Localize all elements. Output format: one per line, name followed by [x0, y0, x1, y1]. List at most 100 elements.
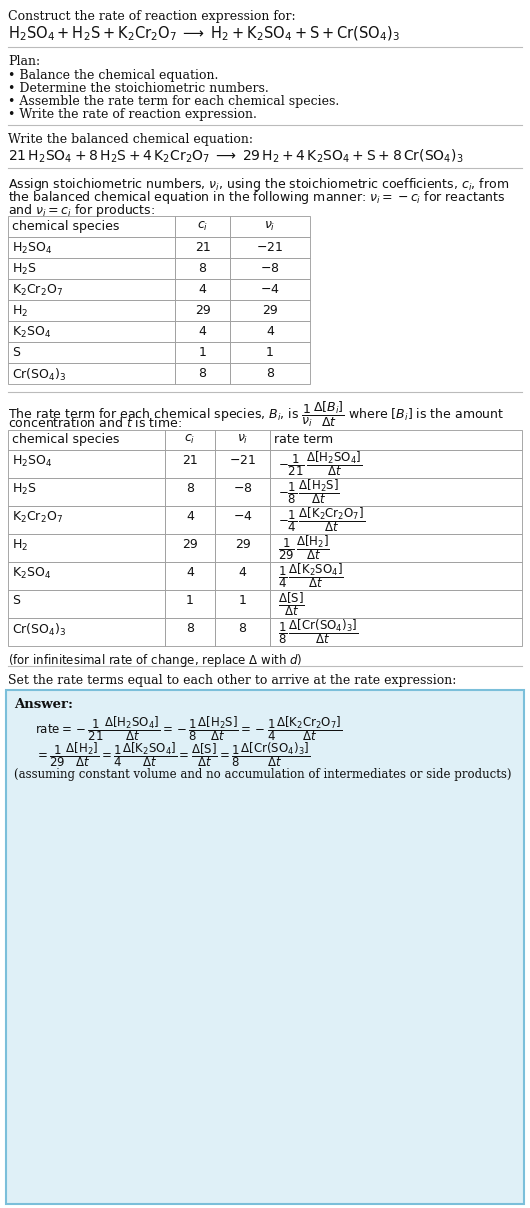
Bar	[215, 562, 270, 590]
Text: 8: 8	[186, 622, 194, 635]
Text: $\mathrm{21\,H_2SO_4 + 8\,H_2S + 4\,K_2Cr_2O_7 \;\longrightarrow\; 29\,H_2 + 4\,: $\mathrm{21\,H_2SO_4 + 8\,H_2S + 4\,K_2C…	[8, 149, 463, 165]
Text: $\mathrm{H_2S}$: $\mathrm{H_2S}$	[12, 262, 37, 277]
Bar	[8, 259, 175, 279]
Text: $\dfrac{1}{29}\,\dfrac{\Delta[\mathrm{H_2}]}{\Delta t}$: $\dfrac{1}{29}\,\dfrac{\Delta[\mathrm{H_…	[278, 534, 330, 563]
Text: $c_i$: $c_i$	[184, 432, 196, 446]
Bar	[165, 506, 215, 534]
Text: 1: 1	[266, 345, 274, 359]
Text: 4: 4	[238, 567, 246, 579]
Text: $\mathrm{H_2SO_4}$: $\mathrm{H_2SO_4}$	[12, 242, 52, 256]
FancyBboxPatch shape	[6, 690, 524, 1204]
Text: 21: 21	[182, 454, 198, 467]
Bar	[8, 590, 165, 618]
Bar	[270, 430, 522, 451]
Bar	[8, 534, 165, 562]
Bar	[270, 451, 522, 478]
Bar	[175, 321, 230, 342]
Text: $\mathrm{Cr(SO_4)_3}$: $\mathrm{Cr(SO_4)_3}$	[12, 367, 66, 383]
Bar	[175, 342, 230, 362]
Text: Answer:: Answer:	[14, 698, 73, 712]
Text: $\nu_i$: $\nu_i$	[237, 432, 248, 446]
Text: $-\dfrac{1}{8}\,\dfrac{\Delta[\mathrm{H_2S}]}{\Delta t}$: $-\dfrac{1}{8}\,\dfrac{\Delta[\mathrm{H_…	[278, 477, 340, 506]
Bar	[230, 300, 310, 321]
Bar	[165, 534, 215, 562]
Text: 4: 4	[199, 283, 207, 296]
Bar	[215, 506, 270, 534]
Bar	[230, 237, 310, 259]
Bar	[175, 216, 230, 237]
Text: 21: 21	[195, 242, 210, 254]
Text: $-21$: $-21$	[257, 242, 284, 254]
Bar	[270, 478, 522, 506]
Text: 4: 4	[186, 510, 194, 523]
Bar	[270, 562, 522, 590]
Text: S: S	[12, 594, 20, 606]
Bar	[230, 362, 310, 384]
Bar	[175, 362, 230, 384]
Text: $\mathrm{H_2}$: $\mathrm{H_2}$	[12, 304, 28, 319]
Text: 4: 4	[186, 567, 194, 579]
Bar	[8, 300, 175, 321]
Bar	[8, 362, 175, 384]
Bar	[230, 342, 310, 362]
Text: 4: 4	[199, 325, 207, 338]
Text: $\mathrm{H_2S}$: $\mathrm{H_2S}$	[12, 482, 37, 498]
Text: chemical species: chemical species	[12, 432, 119, 446]
Text: 8: 8	[199, 367, 207, 381]
Text: $-\dfrac{1}{4}\,\dfrac{\Delta[\mathrm{K_2Cr_2O_7}]}{\Delta t}$: $-\dfrac{1}{4}\,\dfrac{\Delta[\mathrm{K_…	[278, 506, 365, 534]
Text: • Assemble the rate term for each chemical species.: • Assemble the rate term for each chemic…	[8, 95, 339, 108]
Text: $-\dfrac{1}{21}\,\dfrac{\Delta[\mathrm{H_2SO_4}]}{\Delta t}$: $-\dfrac{1}{21}\,\dfrac{\Delta[\mathrm{H…	[278, 449, 363, 478]
Text: $\mathrm{K_2SO_4}$: $\mathrm{K_2SO_4}$	[12, 567, 51, 581]
Text: $-4$: $-4$	[233, 510, 252, 523]
Bar	[230, 259, 310, 279]
Bar	[175, 237, 230, 259]
Text: $-21$: $-21$	[229, 454, 256, 467]
Bar	[8, 237, 175, 259]
Bar	[8, 430, 165, 451]
Text: $\mathrm{H_2}$: $\mathrm{H_2}$	[12, 538, 28, 553]
Bar	[165, 562, 215, 590]
Bar	[8, 618, 165, 646]
Bar	[215, 430, 270, 451]
Bar	[215, 618, 270, 646]
Text: Assign stoichiometric numbers, $\nu_i$, using the stoichiometric coefficients, $: Assign stoichiometric numbers, $\nu_i$, …	[8, 176, 509, 193]
Bar	[8, 478, 165, 506]
Bar	[230, 279, 310, 300]
Bar	[165, 478, 215, 506]
Text: $-8$: $-8$	[233, 482, 252, 495]
Text: and $\nu_i = c_i$ for products:: and $\nu_i = c_i$ for products:	[8, 202, 155, 219]
Text: S: S	[12, 345, 20, 359]
Bar	[8, 342, 175, 362]
Bar	[215, 534, 270, 562]
Bar	[175, 259, 230, 279]
Text: the balanced chemical equation in the following manner: $\nu_i = -c_i$ for react: the balanced chemical equation in the fo…	[8, 188, 506, 207]
Text: 29: 29	[235, 538, 250, 551]
Text: Set the rate terms equal to each other to arrive at the rate expression:: Set the rate terms equal to each other t…	[8, 674, 456, 687]
Bar	[165, 451, 215, 478]
Text: $\mathrm{K_2Cr_2O_7}$: $\mathrm{K_2Cr_2O_7}$	[12, 510, 63, 525]
Bar	[8, 279, 175, 300]
Text: $-8$: $-8$	[260, 262, 280, 275]
Text: $\mathrm{rate} = -\dfrac{1}{21}\dfrac{\Delta[\mathrm{H_2SO_4}]}{\Delta t}= -\dfr: $\mathrm{rate} = -\dfrac{1}{21}\dfrac{\D…	[35, 714, 342, 743]
Text: Plan:: Plan:	[8, 56, 40, 68]
Text: • Balance the chemical equation.: • Balance the chemical equation.	[8, 69, 218, 82]
Text: 4: 4	[266, 325, 274, 338]
Bar	[8, 321, 175, 342]
Bar	[270, 506, 522, 534]
Text: (assuming constant volume and no accumulation of intermediates or side products): (assuming constant volume and no accumul…	[14, 768, 511, 782]
Text: $\mathrm{H_2SO_4 + H_2S + K_2Cr_2O_7 \;\longrightarrow\; H_2 + K_2SO_4 + S + Cr(: $\mathrm{H_2SO_4 + H_2S + K_2Cr_2O_7 \;\…	[8, 25, 400, 43]
Text: $-4$: $-4$	[260, 283, 280, 296]
Text: 29: 29	[262, 304, 278, 316]
Text: 1: 1	[199, 345, 207, 359]
Text: $\nu_i$: $\nu_i$	[264, 220, 276, 233]
Bar	[8, 562, 165, 590]
Text: $\mathrm{Cr(SO_4)_3}$: $\mathrm{Cr(SO_4)_3}$	[12, 622, 66, 638]
Text: chemical species: chemical species	[12, 220, 119, 233]
Text: $= \dfrac{1}{29}\dfrac{\Delta[\mathrm{H_2}]}{\Delta t}= \dfrac{1}{4}\dfrac{\Delt: $= \dfrac{1}{29}\dfrac{\Delta[\mathrm{H_…	[35, 741, 310, 768]
Bar	[8, 216, 175, 237]
Text: 29: 29	[182, 538, 198, 551]
Bar	[175, 279, 230, 300]
Text: concentration and $t$ is time:: concentration and $t$ is time:	[8, 416, 182, 430]
Bar	[8, 451, 165, 478]
Text: Construct the rate of reaction expression for:: Construct the rate of reaction expressio…	[8, 10, 296, 23]
